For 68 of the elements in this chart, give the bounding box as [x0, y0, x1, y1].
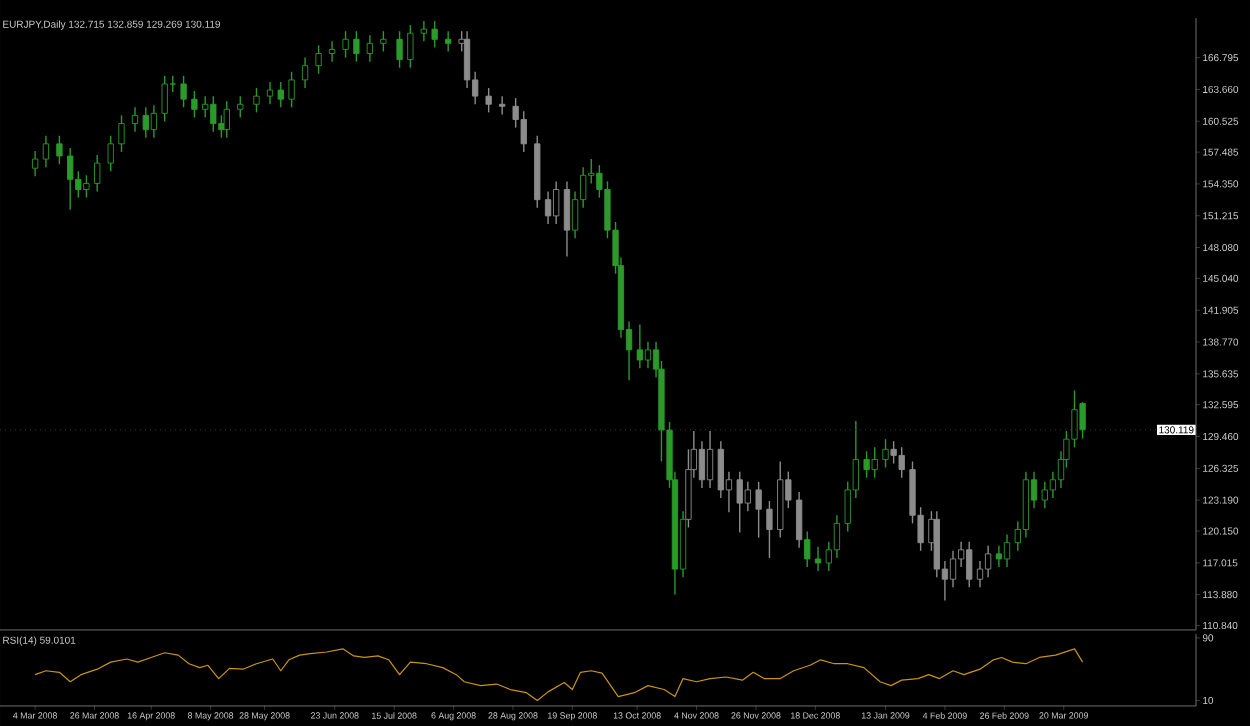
candlestick: [766, 500, 773, 559]
candlestick: [150, 104, 158, 139]
candlestick: [277, 81, 284, 108]
candlestick: [463, 30, 471, 89]
candlestick: [898, 446, 905, 479]
candlestick: [407, 24, 414, 69]
candlestick: [706, 430, 714, 489]
candlestick: [795, 491, 803, 549]
candlestick: [804, 530, 811, 568]
candlestick: [833, 514, 841, 559]
candlestick: [142, 106, 149, 139]
candlestick: [266, 81, 274, 105]
candlestick: [485, 87, 492, 114]
candlestick: [1041, 481, 1048, 509]
candlestick: [553, 180, 560, 225]
candlestick: [499, 95, 506, 116]
candlestick: [107, 135, 114, 172]
candlestick: [445, 30, 452, 53]
candlestick: [118, 114, 125, 153]
candlestick: [882, 438, 889, 469]
candlestick: [949, 550, 957, 589]
candlestick: [717, 440, 724, 499]
candlestick: [353, 30, 360, 63]
candlestick: [984, 545, 992, 578]
candlestick: [755, 481, 762, 539]
candlestick: [83, 174, 90, 199]
candlestick: [698, 440, 706, 489]
candlestick: [315, 44, 322, 75]
candlestick: [328, 40, 336, 63]
candlestick: [202, 95, 209, 119]
candlestick: [56, 135, 63, 165]
candlestick: [563, 180, 571, 258]
candlestick: [1079, 401, 1086, 440]
candlestick: [1003, 533, 1011, 568]
candlestick: [976, 560, 984, 589]
candlestick: [288, 71, 295, 108]
candlestick: [31, 150, 39, 178]
candlestick: [253, 87, 260, 114]
candlestick: [342, 30, 349, 59]
candlestick: [301, 56, 309, 89]
candlestick: [871, 446, 878, 479]
candlestick: [644, 341, 652, 369]
candlestick: [366, 34, 374, 63]
candlestick: [736, 470, 743, 534]
candlestick: [431, 20, 438, 49]
candlestick: [67, 147, 74, 211]
candlestick: [420, 20, 428, 43]
candlestick: [42, 135, 50, 168]
candlestick: [237, 95, 244, 119]
candlestick: [966, 540, 973, 589]
candlestick: [94, 154, 101, 193]
candlestick: [380, 30, 387, 53]
candlestick: [863, 450, 870, 479]
candlestick: [223, 100, 230, 139]
candlestick: [890, 440, 897, 465]
candlestick: [161, 75, 168, 123]
candlestick: [744, 481, 751, 512]
candlestick: [544, 190, 552, 225]
candlestick: [520, 110, 527, 153]
candlestick: [131, 106, 139, 133]
candlestick: [636, 323, 643, 369]
candlestick: [814, 546, 822, 572]
candlestick: [396, 30, 403, 69]
candlestick: [180, 75, 187, 108]
candlestick: [191, 90, 198, 119]
candlestick: [995, 545, 1003, 568]
candlestick: [210, 95, 217, 133]
line-series: [34, 648, 1084, 702]
